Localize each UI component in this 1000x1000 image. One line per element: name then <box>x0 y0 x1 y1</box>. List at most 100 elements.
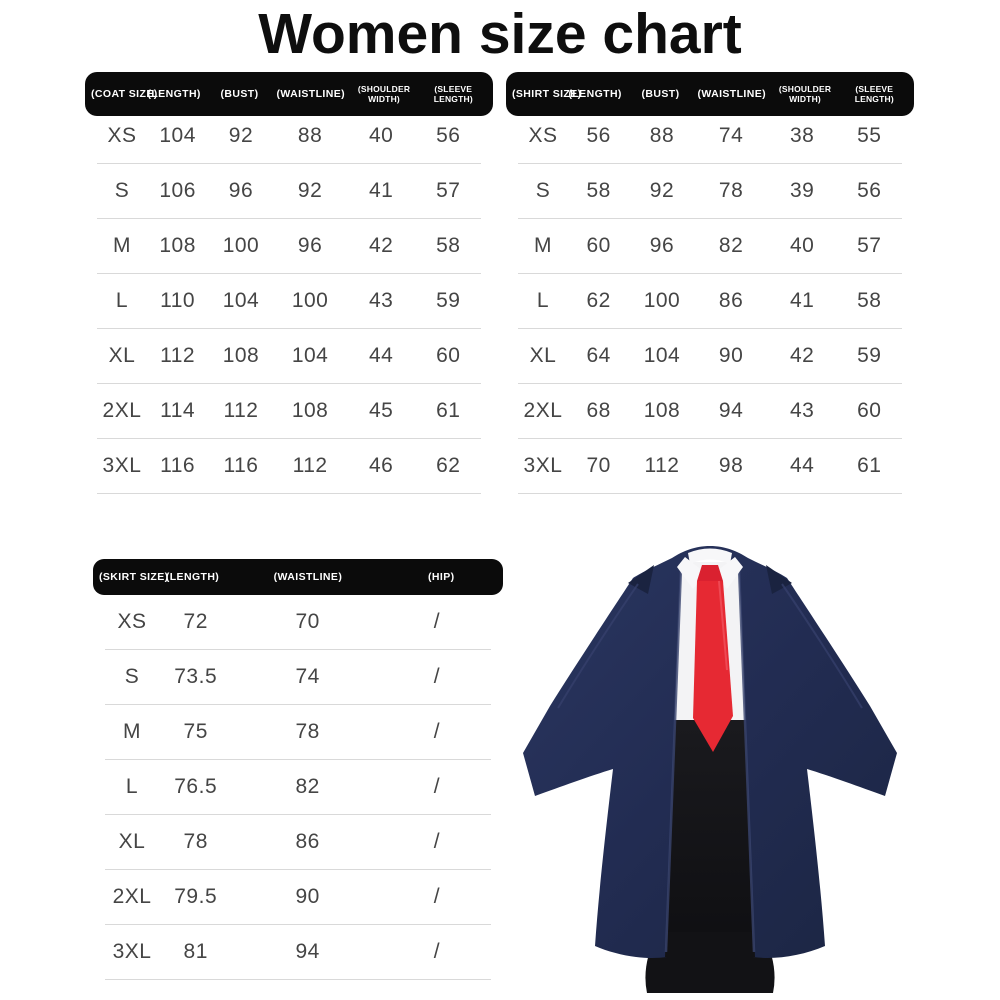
size-value: 106 <box>159 179 196 202</box>
size-value: 56 <box>857 179 882 202</box>
page-title: Women size chart <box>258 2 742 66</box>
size-value: 114 <box>160 399 196 422</box>
size-value: 76.5 <box>174 775 218 798</box>
size-value: 82 <box>295 775 320 798</box>
column-header: (HIP) <box>428 571 455 583</box>
sleeve-crease-left-graphic <box>557 583 639 709</box>
size-value: 116 <box>223 454 259 477</box>
column-header: (SHOULDER WIDTH) <box>778 83 832 104</box>
size-value: 112 <box>292 454 328 477</box>
size-value: XL <box>118 830 146 853</box>
shirt-table-body: XS 56 88 74 38 55 S 58 92 78 39 56 M 60 96 82 40 57 L 62 100… <box>506 109 914 494</box>
size-value: 92 <box>297 179 323 202</box>
column-header: (LENGTH) <box>165 571 220 583</box>
size-value: 112 <box>160 344 196 367</box>
size-row: XS 72 70 / <box>105 595 491 650</box>
size-value: 3XL <box>523 454 563 477</box>
skirt-size-table: (SKIRT SIZE) (LENGTH) (WAISTLINE) (HIP) XS 7… <box>93 559 503 980</box>
size-value: 43 <box>368 289 394 312</box>
size-value: XS <box>528 124 558 147</box>
size-value: 61 <box>857 454 882 477</box>
size-value: 38 <box>789 124 815 147</box>
size-value: 92 <box>649 179 675 202</box>
size-row: XL 112 108 104 44 60 <box>97 329 481 384</box>
column-header: (LENGTH) <box>147 88 201 100</box>
size-value: 46 <box>368 454 394 477</box>
size-value: M <box>533 234 552 257</box>
size-value: 56 <box>586 124 611 147</box>
size-value: / <box>433 885 441 908</box>
size-value: 78 <box>718 179 744 202</box>
size-value: 108 <box>291 399 329 422</box>
size-value: 112 <box>644 454 680 477</box>
size-value: / <box>433 665 441 688</box>
size-value: 81 <box>183 940 208 963</box>
size-value: / <box>433 720 441 743</box>
lapel-right-graphic <box>737 567 756 953</box>
size-value: 108 <box>159 234 196 257</box>
size-row: S 58 92 78 39 56 <box>518 164 902 219</box>
size-value: 42 <box>368 234 394 257</box>
size-value: S <box>535 179 551 202</box>
size-value: 60 <box>857 399 882 422</box>
size-value: 86 <box>295 830 320 853</box>
size-value: 112 <box>223 399 259 422</box>
size-value: 116 <box>160 454 196 477</box>
size-value: 96 <box>297 234 323 257</box>
size-value: / <box>433 940 441 963</box>
size-value: 78 <box>295 720 320 743</box>
shirt-table-header: (SHIRT SIZE) (LENGTH) (BUST) (WAISTLINE) (SH… <box>506 72 914 116</box>
size-value: 90 <box>718 344 744 367</box>
size-value: 2XL <box>523 399 563 422</box>
size-row: M 60 96 82 40 57 <box>518 219 902 274</box>
size-value: 86 <box>718 289 744 312</box>
tie-knot-graphic <box>697 565 723 581</box>
column-header: (SLEEVE LENGTH) <box>854 83 894 104</box>
uniform-product-photo <box>523 546 897 993</box>
size-value: / <box>433 830 441 853</box>
size-value: 56 <box>436 124 461 147</box>
size-value: 70 <box>295 610 320 633</box>
size-value: 40 <box>368 124 394 147</box>
size-value: 61 <box>436 399 461 422</box>
size-row: L 62 100 86 41 58 <box>518 274 902 329</box>
size-value: 40 <box>789 234 815 257</box>
size-row: 3XL 70 112 98 44 61 <box>518 439 902 494</box>
size-value: 79.5 <box>174 885 218 908</box>
skirt-hem-graphic <box>645 932 775 993</box>
size-row: M 108 100 96 42 58 <box>97 219 481 274</box>
column-header: (LENGTH) <box>568 88 622 100</box>
size-value: 70 <box>586 454 611 477</box>
size-value: 44 <box>789 454 815 477</box>
coat-table-header: (COAT SIZE) (LENGTH) (BUST) (WAISTLINE) (SHO… <box>85 72 493 116</box>
size-value: 3XL <box>112 940 152 963</box>
size-row: XL 64 104 90 42 59 <box>518 329 902 384</box>
size-value: 57 <box>436 179 461 202</box>
size-row: L 110 104 100 43 59 <box>97 274 481 329</box>
collar-band-graphic <box>688 548 732 564</box>
size-row: 3XL 116 116 112 46 62 <box>97 439 481 494</box>
lapel-left-graphic <box>664 567 683 953</box>
size-value: 110 <box>160 289 196 312</box>
size-value: XS <box>107 124 137 147</box>
size-value: 45 <box>368 399 394 422</box>
size-value: 59 <box>857 344 882 367</box>
size-value: XL <box>529 344 557 367</box>
hood-flap-right-graphic <box>766 565 792 594</box>
size-value: M <box>123 720 142 743</box>
size-value: L <box>125 775 139 798</box>
gown-graphic <box>523 546 897 958</box>
size-value: 3XL <box>102 454 142 477</box>
size-value: 60 <box>436 344 461 367</box>
hood-flap-left-graphic <box>628 565 654 594</box>
size-value: 41 <box>368 179 394 202</box>
column-header: (COAT SIZE) <box>91 88 158 100</box>
size-value: 73.5 <box>174 665 218 688</box>
column-header: (BUST) <box>220 88 259 100</box>
skirt-graphic <box>655 720 765 948</box>
size-value: 74 <box>718 124 744 147</box>
size-value: XL <box>108 344 136 367</box>
column-header: (SKIRT SIZE) <box>99 571 169 583</box>
size-value: 96 <box>649 234 675 257</box>
size-value: 94 <box>295 940 320 963</box>
